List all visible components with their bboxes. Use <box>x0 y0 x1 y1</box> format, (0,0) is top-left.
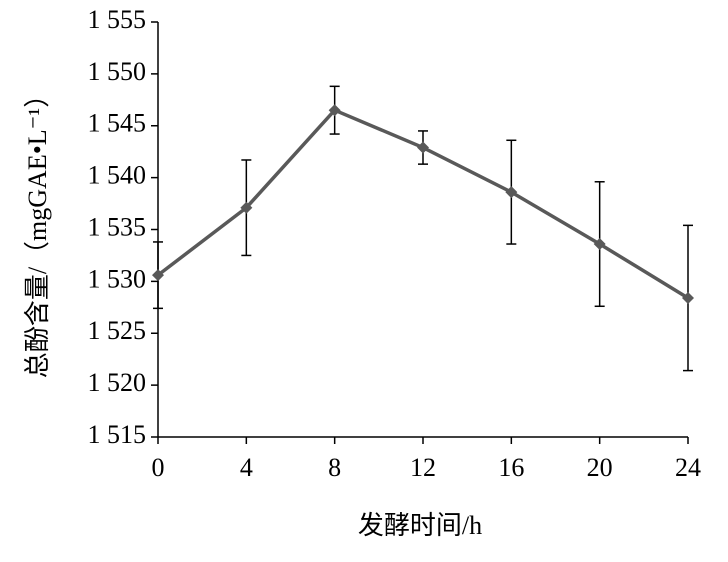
x-tick-label: 16 <box>498 453 524 482</box>
y-tick-label: 1 540 <box>88 161 147 190</box>
x-tick-label: 4 <box>240 453 253 482</box>
x-tick-label: 8 <box>328 453 341 482</box>
marker <box>682 291 694 304</box>
marker <box>593 238 606 251</box>
x-axis-label: 发酵时间/h <box>358 511 482 540</box>
y-tick-label: 1 555 <box>88 5 147 34</box>
marker <box>417 141 429 154</box>
y-tick-label: 1 520 <box>88 368 147 397</box>
x-tick-label: 24 <box>675 453 701 482</box>
x-tick-label: 0 <box>152 453 165 482</box>
y-tick-label: 1 550 <box>88 57 147 86</box>
x-tick-label: 20 <box>587 453 613 482</box>
y-tick-label: 1 515 <box>88 420 147 449</box>
y-tick-label: 1 545 <box>88 109 147 138</box>
x-tick-label: 12 <box>410 453 436 482</box>
y-axis-label: 总酚含量/（mgGAE•L⁻¹） <box>23 82 52 378</box>
y-tick-label: 1 535 <box>88 212 147 241</box>
marker <box>328 104 341 117</box>
marker <box>240 201 253 214</box>
y-tick-label: 1 525 <box>88 316 147 345</box>
y-tick-label: 1 530 <box>88 264 147 293</box>
marker <box>152 269 164 282</box>
marker <box>505 186 518 199</box>
